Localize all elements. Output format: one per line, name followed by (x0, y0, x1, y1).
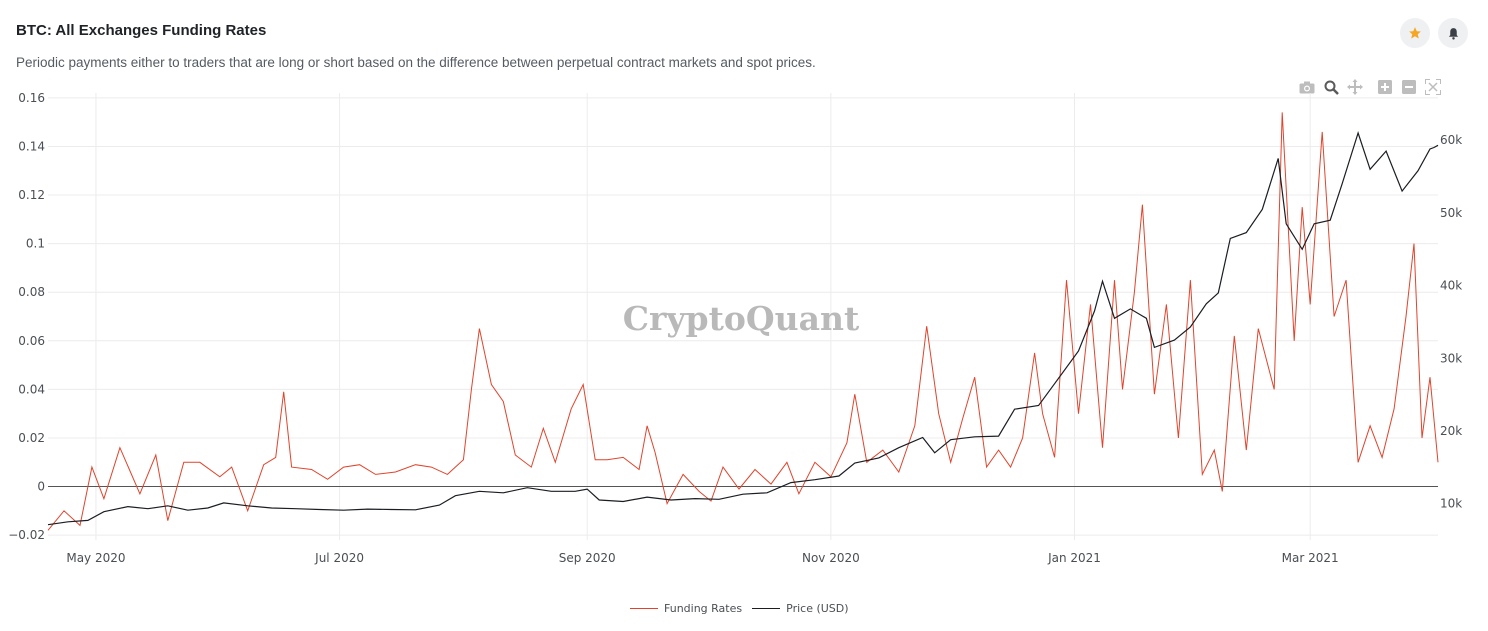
zoom-icon[interactable] (1322, 78, 1340, 96)
y-right-tick-label: 40k (1440, 279, 1462, 293)
y-right-tick-label: 50k (1440, 206, 1462, 220)
y-right-tick-label: 60k (1440, 133, 1462, 147)
zoom-out-icon[interactable] (1400, 78, 1418, 96)
y-left-tick-label: 0.1 (26, 237, 45, 251)
y-right-tick-label: 30k (1440, 351, 1462, 365)
x-tick-label: Jan 2021 (1047, 551, 1101, 565)
chart-grid (48, 93, 1438, 540)
y-axis-left: 0.16 0.14 0.12 0.1 0.08 0.06 0.04 0.02 0 −0.02 (8, 91, 45, 542)
y-left-tick-label: 0.16 (18, 91, 45, 105)
y-right-tick-label: 10k (1440, 497, 1462, 511)
x-axis: May 2020 Jul 2020 Sep 2020 Nov 2020 Jan 2021… (66, 551, 1338, 565)
pan-icon[interactable] (1346, 78, 1364, 96)
bell-icon (1448, 27, 1458, 40)
legend-swatch-price (752, 608, 781, 609)
alert-button[interactable] (1438, 18, 1468, 48)
chart-title: BTC: All Exchanges Funding Rates (16, 22, 267, 39)
y-left-tick-label: 0.02 (18, 431, 45, 445)
chart-modebar (1298, 78, 1442, 96)
y-left-tick-label: −0.02 (8, 528, 45, 542)
y-left-tick-label: 0.08 (18, 285, 45, 299)
legend-item-price[interactable]: Price (USD) (752, 602, 849, 615)
y-left-tick-label: 0.14 (18, 139, 45, 153)
x-tick-label: Sep 2020 (559, 551, 616, 565)
x-tick-label: Nov 2020 (802, 551, 860, 565)
y-left-tick-label: 0 (37, 480, 45, 494)
y-right-tick-label: 20k (1440, 424, 1462, 438)
autoscale-icon[interactable] (1424, 78, 1442, 96)
legend-swatch-funding (630, 608, 658, 609)
funding-rates-series[interactable] (47, 112, 1439, 531)
legend-label-price: Price (USD) (786, 602, 849, 615)
x-tick-label: Mar 2021 (1282, 551, 1339, 565)
chart-legend: Funding Rates Price (USD) (630, 602, 849, 615)
y-left-tick-label: 0.12 (18, 188, 45, 202)
star-icon (1409, 27, 1421, 39)
price-series[interactable] (47, 131, 1439, 526)
legend-label-funding: Funding Rates (664, 602, 743, 615)
x-tick-label: Jul 2020 (314, 551, 364, 565)
y-axis-right: 60k 50k 40k 30k 20k 10k (1440, 133, 1462, 510)
camera-icon[interactable] (1298, 78, 1316, 96)
chart-watermark: CryptoQuant (623, 299, 860, 338)
favorite-button[interactable] (1400, 18, 1430, 48)
y-left-tick-label: 0.06 (18, 334, 45, 348)
y-left-tick-label: 0.04 (18, 382, 45, 396)
x-tick-label: May 2020 (66, 551, 125, 565)
chart-subtitle: Periodic payments either to traders that… (16, 55, 816, 70)
zoom-in-icon[interactable] (1376, 78, 1394, 96)
legend-item-funding[interactable]: Funding Rates (630, 602, 742, 615)
